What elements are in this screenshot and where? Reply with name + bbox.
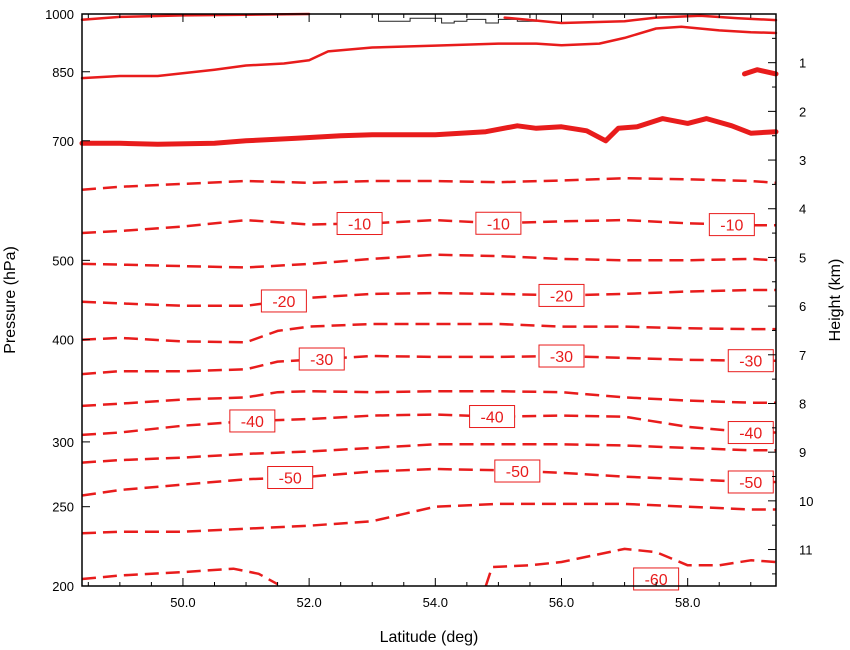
contour-label-box [229, 409, 276, 433]
contour-label-box [267, 466, 314, 490]
height-tick-label: 8 [799, 396, 806, 411]
pressure-tick-label: 850 [52, 65, 74, 80]
contour-label-box [708, 213, 755, 237]
contour-label-box [727, 349, 774, 373]
x-axis: 50.0 52.0 54.0 56.0 58.0 [87, 14, 752, 610]
x-tick-label: 54.0 [423, 595, 448, 610]
pressure-tick-label: 400 [52, 333, 74, 348]
height-axis-label: Height (km) [827, 259, 844, 342]
pressure-tick-label: 500 [52, 253, 74, 268]
pressure-tick-label: 250 [52, 500, 74, 515]
pressure-tick-label: 300 [52, 435, 74, 450]
contour-label: -20 [550, 288, 573, 305]
contour-line [81, 567, 279, 586]
contour-label: -30 [310, 352, 333, 369]
contour-line [80, 25, 778, 80]
contour-label-box [475, 211, 522, 235]
height-tick-label: 7 [799, 348, 806, 363]
x-tick-label: 56.0 [549, 595, 574, 610]
contour-label: -40 [241, 414, 264, 431]
contour-label: -50 [506, 464, 529, 481]
height-tick-label: 5 [799, 250, 806, 265]
height-tick-label: 10 [799, 494, 813, 509]
contour-label: -10 [348, 217, 371, 234]
height-tick-label: 11 [799, 543, 813, 558]
contour-label-box [336, 212, 383, 236]
contour-line [81, 502, 776, 535]
contour-labels: -10 -10 -10 -20 -20 -30 -30 -30 -40 -40 -40 -50 -50 -… [229, 211, 774, 591]
pressure-axis-label: Pressure (hPa) [2, 246, 19, 354]
contour-label: -30 [550, 349, 573, 366]
pressure-axis: 200 250 300 400 500 700 850 1000 [45, 7, 90, 594]
contour-label: -50 [279, 471, 302, 488]
pressure-tick-label: 700 [52, 134, 74, 149]
contour-line [81, 322, 776, 344]
contour-label-box [469, 405, 516, 429]
height-tick-label: 1 [799, 56, 806, 71]
contour-label: -60 [645, 572, 668, 589]
height-tick-label: 4 [799, 202, 806, 217]
contour-label: -40 [739, 426, 762, 443]
contour-line [503, 14, 778, 25]
contour-line [81, 218, 776, 235]
contour-label-box [633, 567, 680, 591]
pressure-tick-label: 200 [52, 579, 74, 594]
contour-lines [79, 12, 779, 587]
contour-line [81, 288, 776, 308]
x-tick-label: 52.0 [296, 595, 321, 610]
contour-line [80, 12, 311, 21]
contour-line [79, 116, 779, 147]
contour-label-box [727, 421, 774, 445]
contour-line [81, 354, 776, 376]
contour-label-box [727, 470, 774, 494]
contour-label-box [538, 344, 585, 368]
x-axis-label: Latitude (deg) [380, 629, 479, 646]
pressure-tick-label: 1000 [45, 7, 74, 22]
contour-label: -50 [739, 475, 762, 492]
plot-frame [81, 13, 777, 587]
contour-label: -20 [272, 294, 295, 311]
contour-line [81, 253, 777, 269]
contour-label-box [538, 283, 585, 307]
contour-label: -10 [720, 218, 743, 235]
contour-label: -40 [481, 410, 504, 427]
contour-line [484, 547, 777, 587]
contour-line [81, 176, 777, 191]
contour-line [742, 67, 779, 77]
contour-line [81, 443, 776, 464]
x-tick-label: 50.0 [170, 595, 195, 610]
contour-label-box [298, 347, 345, 371]
contour-label-box [260, 289, 307, 313]
contour-label-box [494, 459, 541, 483]
height-tick-label: 9 [799, 445, 806, 460]
contour-line [81, 413, 776, 437]
contour-label: -30 [739, 354, 762, 371]
contour-label: -10 [487, 216, 510, 233]
contour-line [81, 389, 776, 408]
contour-line [81, 467, 776, 497]
x-tick-label: 58.0 [675, 595, 700, 610]
height-tick-label: 2 [799, 104, 806, 119]
height-tick-label: 6 [799, 299, 806, 314]
height-axis: 1 2 3 4 5 6 7 8 9 10 11 [768, 37, 813, 575]
height-tick-label: 3 [799, 153, 806, 168]
